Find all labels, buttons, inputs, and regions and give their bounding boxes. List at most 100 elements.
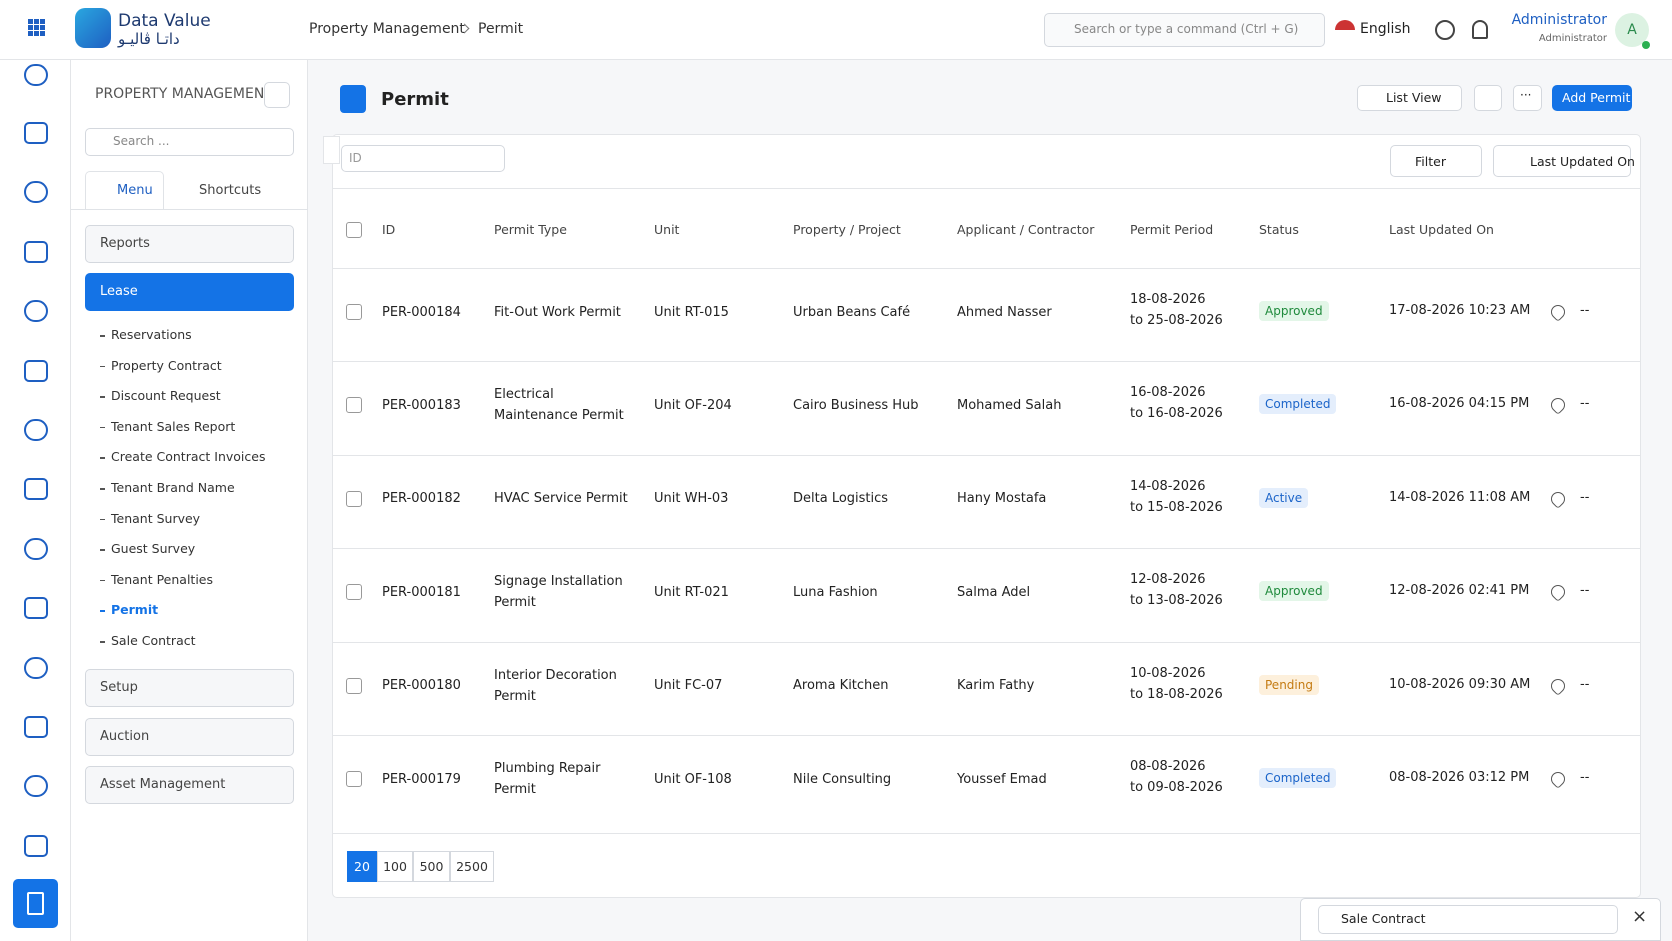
checkbox[interactable] <box>346 584 362 601</box>
menu-section-label: Reports <box>100 236 150 251</box>
menu-section[interactable] <box>85 766 294 804</box>
popup-close[interactable]: × <box>1632 906 1648 927</box>
rail-icon[interactable] <box>24 835 48 857</box>
sort-btn[interactable] <box>1493 145 1631 177</box>
cell-unit: Unit OF-204 <box>654 397 732 413</box>
menu-bullet <box>100 549 105 551</box>
cell-extra: -- <box>1580 303 1590 318</box>
add-btn[interactable] <box>1552 85 1632 111</box>
checkbox[interactable] <box>346 397 362 414</box>
rail-icon[interactable] <box>24 64 48 86</box>
cell-period: to 09-08-2026 <box>1130 780 1223 795</box>
cell-applicant: Mohamed Salah <box>957 397 1062 413</box>
menu-item[interactable]: Tenant Survey <box>111 510 201 526</box>
menu-section[interactable] <box>85 669 294 707</box>
cell-unit: Unit OF-108 <box>654 771 732 787</box>
apps-dot[interactable] <box>40 25 45 30</box>
menu-item[interactable]: Tenant Brand Name <box>111 480 235 495</box>
checkbox[interactable] <box>346 677 362 694</box>
cell-extra: -- <box>1580 583 1590 599</box>
cell-property: Nile Consulting <box>793 771 892 787</box>
cell-type: HVAC Service Permit <box>494 491 628 507</box>
filter-btn[interactable] <box>1390 145 1482 177</box>
status-badge: Completed <box>1259 768 1337 788</box>
apps-dot[interactable] <box>34 25 39 30</box>
apps-dot[interactable] <box>28 19 33 24</box>
apps-dot[interactable] <box>28 31 33 36</box>
rail-active[interactable] <box>13 879 58 928</box>
menu-bullet <box>100 457 105 459</box>
rail-icon[interactable] <box>24 657 48 679</box>
tab-label[interactable]: Shortcuts <box>199 183 262 198</box>
theme-icon[interactable] <box>1435 20 1455 40</box>
menu-item[interactable]: Guest Survey <box>111 541 196 557</box>
global-search[interactable] <box>1044 13 1325 47</box>
tab-menu[interactable] <box>85 171 164 210</box>
refresh-btn[interactable] <box>1474 85 1502 111</box>
menu-item[interactable]: Tenant Penalties <box>111 571 213 587</box>
row-rule <box>332 641 1641 643</box>
checkbox[interactable] <box>346 222 362 238</box>
menu-item[interactable]: Discount Request <box>111 388 221 404</box>
page-size[interactable]: 20 <box>347 851 377 882</box>
rail-icon[interactable] <box>24 300 48 322</box>
page-size[interactable]: 2500 <box>450 851 494 882</box>
add-btn-label: Add Permit <box>1562 90 1631 105</box>
language[interactable]: English <box>1360 21 1411 37</box>
cell-property: Luna Fashion <box>793 584 878 600</box>
popup-input[interactable] <box>1318 905 1618 934</box>
search-placeholder: Search or type a command (Ctrl + G) <box>1074 22 1299 36</box>
rail-icon[interactable] <box>24 181 48 203</box>
rail-icon[interactable] <box>24 122 48 144</box>
menu-item[interactable]: Sale Contract <box>111 633 196 648</box>
checkbox[interactable] <box>346 490 362 507</box>
view-btn[interactable] <box>1357 85 1462 111</box>
cell-period: 10-08-2026 <box>1130 665 1206 681</box>
menu-item[interactable]: Create Contract Invoices <box>111 449 266 465</box>
rail-icon[interactable] <box>24 597 48 619</box>
rail-icon[interactable] <box>24 360 48 382</box>
row-rule <box>332 361 1641 363</box>
apps-dot[interactable] <box>40 19 45 24</box>
cell-period: 08-08-2026 <box>1130 759 1206 774</box>
checkbox[interactable] <box>346 771 362 787</box>
cell-unit: Unit FC-07 <box>654 678 723 694</box>
column-header: Permit Type <box>494 222 567 237</box>
page-icon <box>340 85 366 113</box>
apps-dot[interactable] <box>28 25 33 30</box>
bell-icon[interactable] <box>1472 20 1488 39</box>
menu-item[interactable]: Reservations <box>111 327 192 342</box>
cell-type: Signage Installation Permit <box>494 574 623 611</box>
cell-type: Interior Decoration Permit <box>494 667 617 704</box>
status-dot <box>1642 41 1650 49</box>
rail-icon[interactable] <box>24 775 48 797</box>
cell-type: Fit-Out Work Permit <box>494 304 621 320</box>
rail-icon[interactable] <box>24 478 48 500</box>
rail-icon[interactable] <box>24 716 48 738</box>
rail-active-icon <box>27 892 44 915</box>
sidebar-search[interactable] <box>85 128 294 156</box>
page-size[interactable]: 500 <box>413 851 450 882</box>
apps-dot[interactable] <box>34 31 39 36</box>
page-size[interactable]: 100 <box>377 851 413 882</box>
menu-section[interactable] <box>85 717 294 756</box>
apps-dot[interactable] <box>34 19 39 24</box>
cell-updated: 12-08-2026 02:41 PM <box>1389 583 1530 599</box>
menu-section[interactable] <box>85 273 294 311</box>
rail-icon[interactable] <box>24 241 48 263</box>
menu-item[interactable]: Property Contract <box>111 357 222 373</box>
menu-item[interactable]: Permit <box>111 602 159 618</box>
menu-section[interactable] <box>85 225 294 263</box>
column-header: ID <box>382 222 396 237</box>
user-role: Administrator <box>1538 33 1607 44</box>
more-btn[interactable] <box>1513 85 1542 111</box>
menu-item[interactable]: Tenant Sales Report <box>111 418 236 434</box>
settings-btn[interactable] <box>264 82 290 108</box>
apps-dot[interactable] <box>40 31 45 36</box>
id-filter[interactable] <box>341 145 505 172</box>
rail-icon[interactable] <box>24 538 48 560</box>
checkbox[interactable] <box>346 304 362 320</box>
menu-bullet <box>100 579 105 582</box>
table-rule <box>332 833 1641 834</box>
rail-icon[interactable] <box>24 419 48 441</box>
